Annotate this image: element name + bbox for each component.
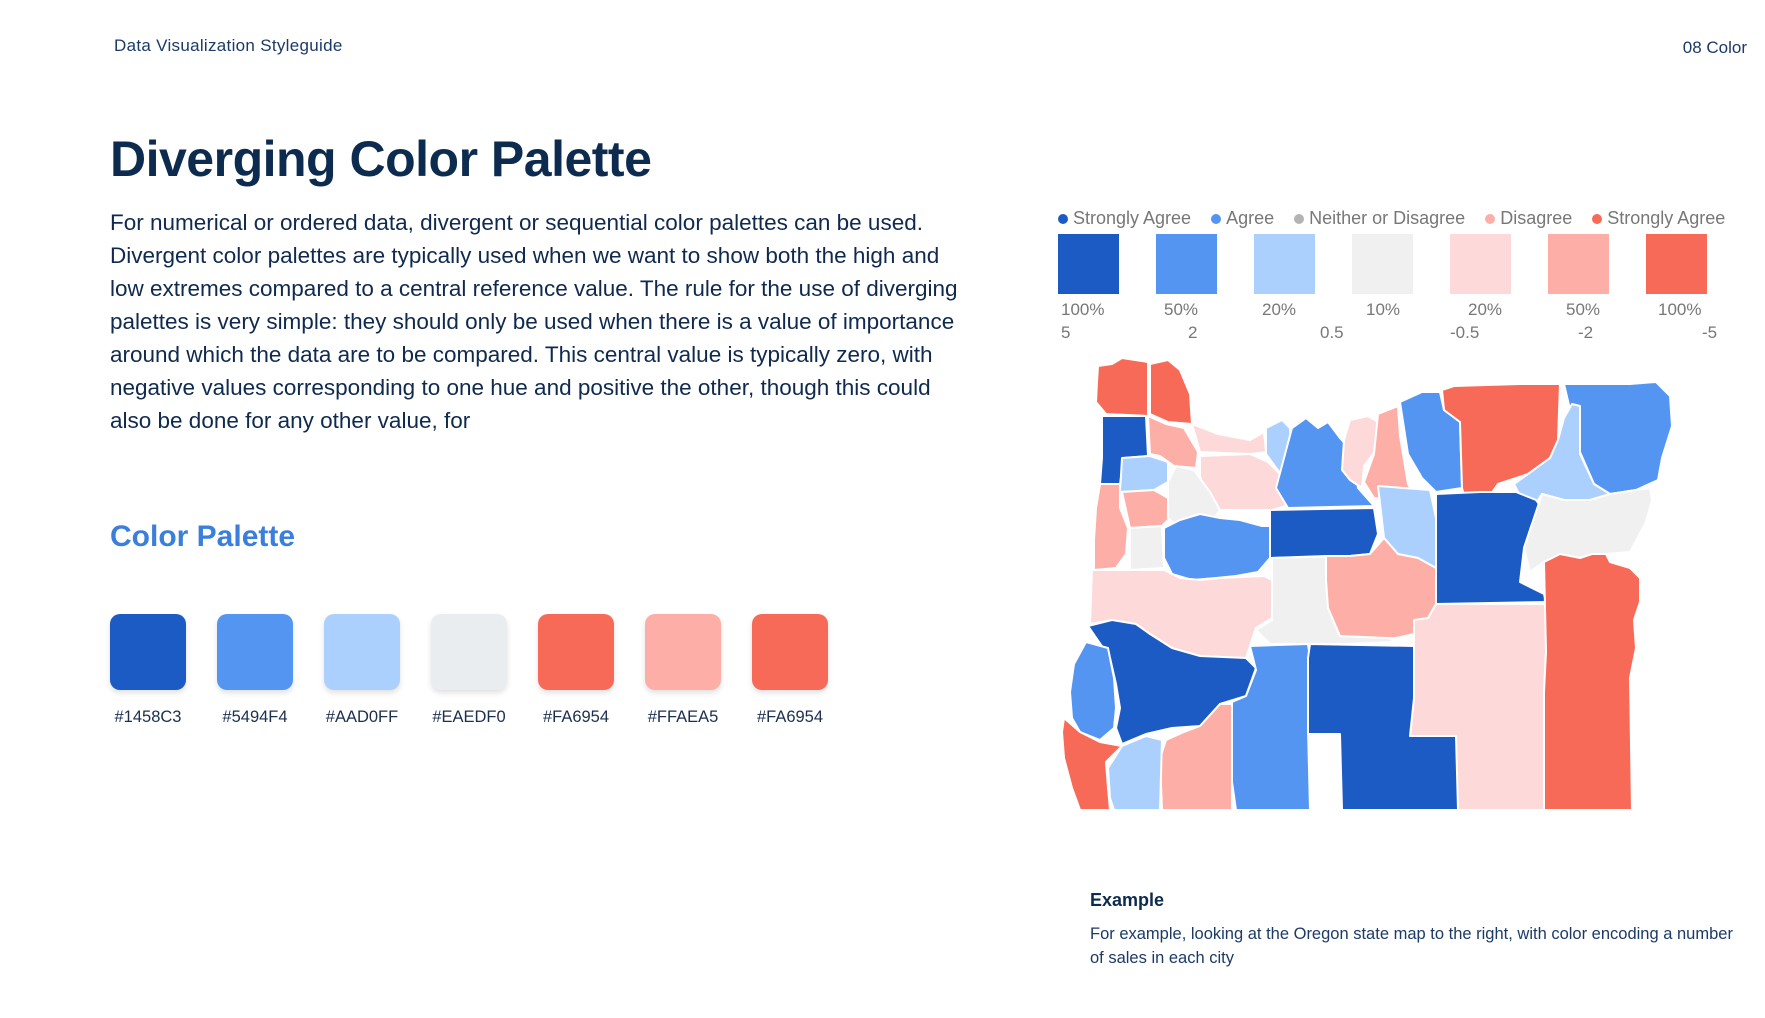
legend: Strongly Agree Agree Neither or Disagree… — [1058, 208, 1725, 229]
legend-label: Disagree — [1500, 208, 1573, 228]
color-swatch[interactable] — [217, 614, 293, 690]
scale-value-label: 2 — [1188, 323, 1198, 342]
legend-label: Strongly Agree — [1607, 208, 1726, 228]
swatch-item: #5494F4 — [217, 614, 293, 727]
legend-item: Agree — [1211, 208, 1274, 229]
map-county — [1129, 525, 1165, 571]
section-label: 08 Color — [1682, 38, 1747, 57]
swatch-hex-label: #FA6954 — [542, 708, 610, 726]
example-description: For example, looking at the Oregon state… — [1090, 925, 1733, 967]
page-title: Diverging Color Palette — [110, 131, 652, 187]
scale-percent-label: 20% — [1468, 300, 1503, 319]
swatch-item: #FA6954 — [752, 614, 828, 727]
map-county — [1163, 513, 1273, 581]
swatch-hex-label: #5494F4 — [222, 708, 288, 726]
body-paragraph: For numerical or ordered data, divergent… — [110, 210, 958, 433]
scale-percent-label: 50% — [1164, 300, 1199, 319]
map-county — [1543, 553, 1641, 811]
map-county — [1147, 415, 1199, 469]
swatch-item: #EAEDF0 — [431, 614, 507, 727]
scale-box — [1352, 234, 1413, 294]
oregon-county-map — [1061, 358, 1673, 811]
color-swatch[interactable] — [752, 614, 828, 690]
scale-box — [1646, 234, 1707, 294]
scale-box — [1548, 234, 1609, 294]
scale-percent-label: 20% — [1262, 300, 1297, 319]
swatch-hex-label: #FFAEA5 — [647, 708, 719, 726]
map-county — [1159, 703, 1233, 811]
swatch-hex-label: #1458C3 — [114, 708, 182, 726]
legend-item: Disagree — [1485, 208, 1572, 229]
map-county — [1523, 487, 1653, 573]
color-swatch[interactable] — [324, 614, 400, 690]
map-county — [1061, 717, 1123, 811]
map-county — [1149, 359, 1193, 425]
map-county — [1121, 489, 1173, 529]
scale-percent-label: 100% — [1061, 300, 1105, 319]
map-county — [1167, 465, 1221, 529]
guide-title: Data Visualization Styleguide — [114, 36, 343, 55]
map-county — [1341, 415, 1379, 489]
scale-value-label: -2 — [1578, 323, 1594, 342]
example-heading: Example — [1090, 890, 1165, 910]
swatch-item: #FFAEA5 — [645, 614, 721, 727]
scale-value-label: -0.5 — [1450, 323, 1480, 342]
color-swatches: #1458C3 #5494F4 #AAD0FF #EAEDF0 #FA6954 … — [110, 614, 859, 727]
legend-label: Strongly Agree — [1073, 208, 1192, 228]
legend-dot-icon — [1485, 213, 1496, 224]
map-county — [1069, 641, 1117, 741]
scale-box — [1156, 234, 1217, 294]
legend-item: Strongly Agree — [1058, 208, 1191, 229]
legend-dot-icon — [1211, 213, 1222, 224]
swatch-item: #FA6954 — [538, 614, 614, 727]
swatch-hex-label: #AAD0FF — [325, 708, 399, 726]
swatch-hex-label: #FA6954 — [756, 708, 824, 726]
swatch-item: #1458C3 — [110, 614, 186, 727]
map-county — [1119, 455, 1169, 493]
legend-label: Agree — [1226, 208, 1275, 228]
map-county — [1095, 358, 1149, 417]
scale-box — [1254, 234, 1315, 294]
scale-percent-label: 50% — [1566, 300, 1601, 319]
map-county — [1307, 643, 1459, 811]
legend-dot-icon — [1592, 213, 1603, 224]
color-swatch[interactable] — [431, 614, 507, 690]
legend-dot-icon — [1058, 213, 1068, 224]
map-county — [1107, 735, 1163, 811]
scale-percent-label: 10% — [1366, 300, 1401, 319]
map-county — [1093, 483, 1129, 571]
scale-value-label: 0.5 — [1320, 323, 1344, 342]
legend-dot-icon — [1294, 213, 1305, 224]
scale-box — [1058, 234, 1119, 294]
map-county — [1441, 383, 1561, 519]
scale-box — [1450, 234, 1511, 294]
legend-item: Neither or Disagree — [1294, 208, 1465, 229]
scale-value-label: -5 — [1702, 323, 1718, 342]
map-county — [1269, 507, 1379, 559]
color-palette-heading: Color Palette — [110, 520, 296, 553]
color-swatch[interactable] — [645, 614, 721, 690]
legend-label: Neither or Disagree — [1309, 208, 1466, 228]
legend-item: Strongly Agree — [1592, 208, 1725, 229]
map-county — [1191, 423, 1267, 455]
color-swatch[interactable] — [110, 614, 186, 690]
scale-value-label: 5 — [1061, 323, 1071, 342]
swatch-item: #AAD0FF — [324, 614, 400, 727]
swatch-hex-label: #EAEDF0 — [432, 708, 506, 726]
color-swatch[interactable] — [538, 614, 614, 690]
scale-percent-label: 100% — [1658, 300, 1702, 319]
